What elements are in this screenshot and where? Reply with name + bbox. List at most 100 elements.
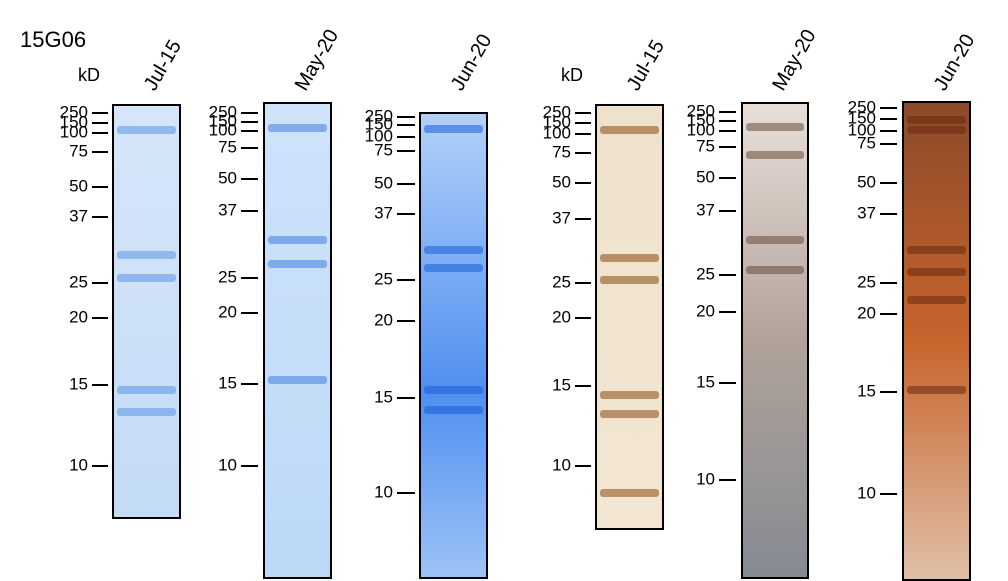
gel-band xyxy=(600,126,659,134)
marker-label: 150 xyxy=(209,111,237,130)
marker-label: 25 xyxy=(374,269,393,288)
gel-band xyxy=(268,260,327,268)
marker-label: 50 xyxy=(69,176,88,195)
gel-band xyxy=(117,251,176,259)
gel-band xyxy=(117,386,176,394)
marker-label: 50 xyxy=(218,168,237,187)
gel-band xyxy=(746,236,804,244)
gel-band xyxy=(600,391,659,399)
marker-label: 15 xyxy=(374,387,393,406)
marker-label: 250 xyxy=(365,106,393,125)
marker-label: 50 xyxy=(857,172,876,191)
gel-lane xyxy=(112,104,181,519)
marker-label: 15 xyxy=(218,373,237,392)
gel-band xyxy=(907,268,966,276)
lane-label: May-20 xyxy=(768,26,820,95)
marker-label: 75 xyxy=(696,136,715,155)
gel-band xyxy=(117,408,176,416)
marker-label: 150 xyxy=(848,108,876,127)
marker-label: 250 xyxy=(543,102,571,121)
marker-label: 10 xyxy=(374,482,393,501)
marker-label: 37 xyxy=(857,203,876,222)
marker-label: 75 xyxy=(69,141,88,160)
marker-label: 100 xyxy=(60,122,88,141)
gel-band xyxy=(424,386,483,394)
lane-label: May-20 xyxy=(291,26,343,95)
gel-band xyxy=(907,126,966,134)
gel-band xyxy=(746,123,804,131)
marker-label: 75 xyxy=(857,133,876,152)
gel-lane xyxy=(741,102,809,579)
marker-label: 100 xyxy=(687,120,715,139)
marker-label: 75 xyxy=(374,140,393,159)
marker-label: 20 xyxy=(218,302,237,321)
gel-lane xyxy=(419,112,488,579)
marker-label: 20 xyxy=(552,307,571,326)
lane-label: Jun-20 xyxy=(447,31,497,95)
marker-label: 100 xyxy=(209,120,237,139)
marker-label: 75 xyxy=(218,137,237,156)
gel-band xyxy=(907,116,966,124)
marker-label: 15 xyxy=(696,372,715,391)
marker-label: 20 xyxy=(857,303,876,322)
lane-label: Jul-15 xyxy=(623,36,669,94)
gel-band xyxy=(600,276,659,284)
gel-band xyxy=(424,406,483,414)
marker-label: 20 xyxy=(696,301,715,320)
gel-band xyxy=(424,125,483,133)
gel-band xyxy=(424,264,483,272)
marker-label: 15 xyxy=(69,374,88,393)
gel-band xyxy=(907,296,966,304)
marker-label: 10 xyxy=(857,483,876,502)
gel-band xyxy=(600,254,659,262)
marker-label: 250 xyxy=(848,97,876,116)
gel-band xyxy=(907,246,966,254)
gel-band xyxy=(117,274,176,282)
marker-label: 10 xyxy=(552,455,571,474)
marker-label: 15 xyxy=(552,375,571,394)
marker-label: 25 xyxy=(857,272,876,291)
marker-label: 150 xyxy=(687,110,715,129)
gel-band xyxy=(268,376,327,384)
gel-band xyxy=(268,236,327,244)
unit-label: kD xyxy=(561,65,583,85)
gel-band xyxy=(268,124,327,132)
marker-label: 25 xyxy=(552,272,571,291)
marker-label: 37 xyxy=(552,208,571,227)
marker-label: 25 xyxy=(218,267,237,286)
gel-band xyxy=(600,489,659,497)
marker-label: 250 xyxy=(60,102,88,121)
marker-label: 150 xyxy=(543,112,571,131)
marker-label: 10 xyxy=(218,455,237,474)
gel-band xyxy=(424,246,483,254)
gel-band xyxy=(117,126,176,134)
marker-label: 37 xyxy=(374,203,393,222)
gel-lane xyxy=(595,104,664,530)
marker-label: 37 xyxy=(696,200,715,219)
lane-label: Jun-20 xyxy=(930,31,980,95)
marker-label: 37 xyxy=(69,206,88,225)
figure-title: 15G06 xyxy=(20,27,86,52)
marker-label: 100 xyxy=(848,120,876,139)
marker-label: 50 xyxy=(374,173,393,192)
marker-label: 50 xyxy=(696,167,715,186)
marker-label: 37 xyxy=(218,200,237,219)
marker-label: 250 xyxy=(209,102,237,121)
marker-label: 50 xyxy=(552,172,571,191)
gel-band xyxy=(600,410,659,418)
gel-band xyxy=(746,266,804,274)
marker-label: 250 xyxy=(687,101,715,120)
marker-label: 20 xyxy=(69,307,88,326)
marker-label: 10 xyxy=(696,469,715,488)
marker-label: 100 xyxy=(365,126,393,145)
gel-band xyxy=(746,151,804,159)
lane-label: Jul-15 xyxy=(140,36,186,94)
marker-label: 150 xyxy=(365,114,393,133)
marker-label: 10 xyxy=(69,455,88,474)
marker-label: 100 xyxy=(543,123,571,142)
gel-lane xyxy=(263,102,332,579)
marker-label: 25 xyxy=(696,264,715,283)
gel-lane xyxy=(902,101,971,581)
